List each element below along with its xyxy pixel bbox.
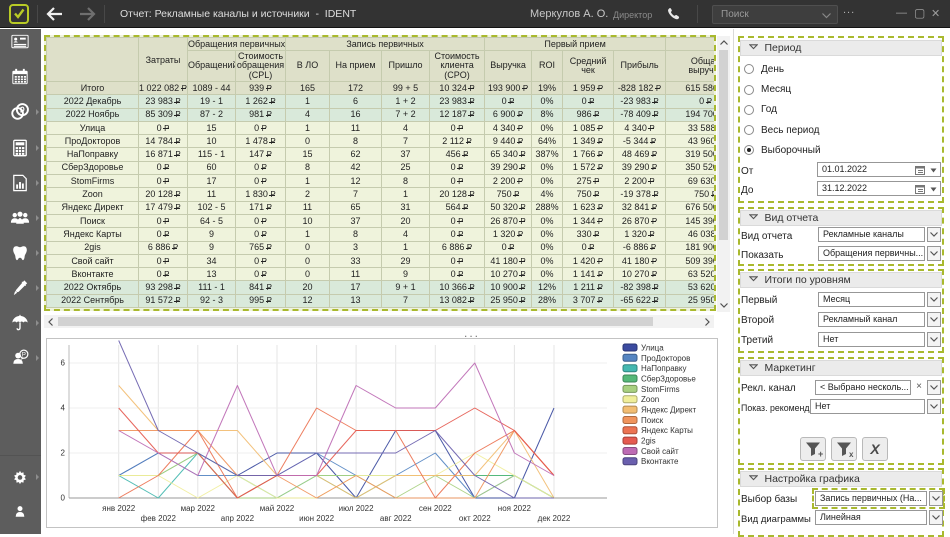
svg-text:StomFirms: StomFirms (641, 385, 680, 394)
svg-text:Яндекс Карты: Яндекс Карты (641, 426, 693, 435)
svg-text:окт 2022: окт 2022 (459, 514, 491, 523)
svg-text:июн 2022: июн 2022 (299, 514, 334, 523)
svg-text:Zoon: Zoon (641, 395, 659, 404)
svg-text:Свой сайт: Свой сайт (641, 447, 679, 456)
svg-text:6: 6 (61, 359, 66, 368)
svg-text:ПроДокторов: ПроДокторов (641, 354, 690, 363)
svg-text:НаПоправку: НаПоправку (641, 364, 687, 373)
svg-text:x: x (849, 450, 854, 459)
svg-text:2: 2 (61, 449, 66, 458)
svg-text:авг 2022: авг 2022 (380, 514, 412, 523)
svg-text:Поиск: Поиск (641, 416, 664, 425)
svg-text:дек 2022: дек 2022 (538, 514, 571, 523)
svg-text:Улица: Улица (641, 343, 664, 352)
svg-text:июл 2022: июл 2022 (339, 504, 375, 513)
svg-text:4: 4 (61, 404, 66, 413)
svg-text:Вконтакте: Вконтакте (641, 457, 679, 466)
svg-text:0: 0 (61, 494, 66, 503)
svg-text:Яндекс Директ: Яндекс Директ (641, 406, 697, 415)
svg-text:фев 2022: фев 2022 (141, 514, 177, 523)
svg-text:май 2022: май 2022 (260, 504, 295, 513)
svg-text:сен 2022: сен 2022 (419, 504, 452, 513)
svg-text:мар 2022: мар 2022 (181, 504, 216, 513)
svg-text:Р: Р (22, 352, 26, 359)
svg-text:янв 2022: янв 2022 (102, 504, 136, 513)
svg-text:апр 2022: апр 2022 (221, 514, 255, 523)
svg-text:+: + (818, 449, 823, 459)
svg-text:2gis: 2gis (641, 437, 656, 446)
svg-text:ноя 2022: ноя 2022 (498, 504, 532, 513)
svg-text:СберЗдоровье: СберЗдоровье (641, 374, 696, 383)
